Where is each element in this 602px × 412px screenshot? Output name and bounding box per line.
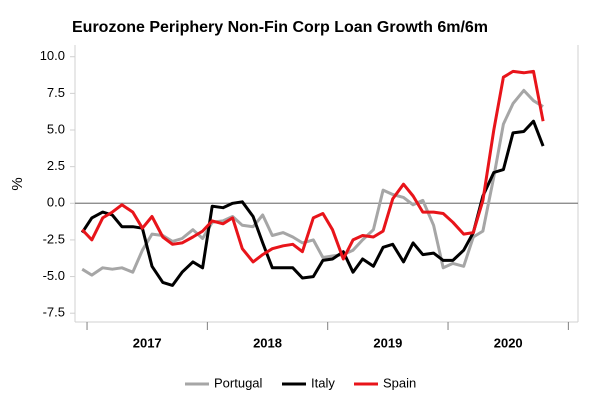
x-tick-label: 2017 (133, 335, 162, 350)
y-tick-label: 5.0 (47, 121, 65, 136)
x-tick-label: 2020 (494, 335, 523, 350)
series-line (80, 119, 545, 287)
y-tick-label: 2.5 (47, 158, 65, 173)
x-tick-label: 2019 (373, 335, 402, 350)
series-line (81, 69, 545, 264)
y-axis-label: % (9, 177, 26, 190)
x-tick-label: 2018 (253, 335, 282, 350)
y-tick-label: -5.0 (43, 268, 65, 283)
y-tick-label: 7.5 (47, 85, 65, 100)
y-tick-label: 10.0 (40, 48, 65, 63)
legend-label: Spain (383, 375, 416, 390)
legend-label: Italy (311, 375, 335, 390)
y-tick-label: -7.5 (43, 305, 65, 320)
y-tick-label: 0.0 (47, 195, 65, 210)
series-line (81, 88, 544, 277)
chart-title: Eurozone Periphery Non-Fin Corp Loan Gro… (72, 19, 488, 36)
y-tick-label: -2.5 (43, 231, 65, 246)
legend-label: Portugal (214, 375, 263, 390)
